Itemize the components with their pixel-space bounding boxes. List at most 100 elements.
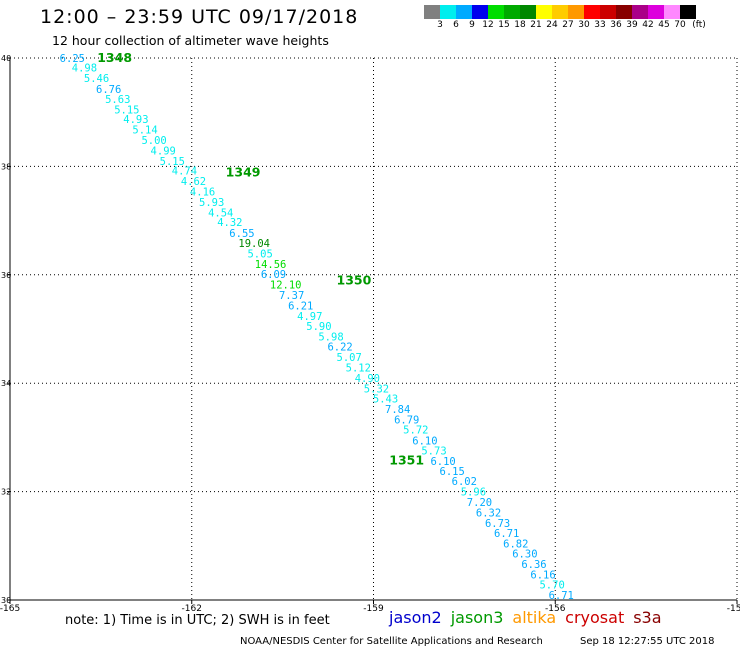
swh-value: 6.79 — [394, 414, 419, 426]
y-tick-label: 34 — [1, 379, 11, 388]
swh-value: 6.09 — [261, 269, 286, 281]
swh-value: 4.16 — [190, 187, 215, 199]
swh-value: 6.15 — [440, 466, 465, 478]
swh-value: 7.20 — [467, 497, 492, 509]
satellite-legend: jason2 jason3 altika cryosat s3a — [389, 608, 671, 627]
swh-value: 4.90 — [355, 373, 380, 385]
swh-value: 5.63 — [105, 94, 130, 106]
footer-timestamp: Sep 18 12:27:55 UTC 2018 — [580, 636, 715, 647]
swh-value: 5.70 — [539, 580, 564, 592]
legend-label: 39 — [626, 20, 638, 30]
swh-value: 5.05 — [247, 248, 272, 260]
swh-value: 7.37 — [279, 290, 304, 302]
swh-value: 6.22 — [327, 342, 352, 354]
swh-value: 5.93 — [199, 197, 224, 209]
legend-label: 18 — [514, 20, 526, 30]
satellite-s3a: s3a — [633, 608, 662, 627]
x-tick-label: -153 — [727, 604, 740, 614]
swh-value: 5.43 — [373, 394, 398, 406]
x-tick-label: -156 — [545, 604, 566, 614]
legend-label: 21 — [530, 20, 542, 30]
legend-swatch — [520, 5, 536, 19]
swh-value: 5.12 — [346, 362, 371, 374]
swh-value: 4.98 — [72, 63, 97, 75]
legend-label: (ft) — [692, 20, 706, 30]
y-tick-label: 40 — [1, 54, 11, 63]
legend-label: 24 — [546, 20, 558, 30]
swh-value: 12.10 — [270, 279, 302, 291]
legend-swatch — [680, 5, 696, 19]
swh-value: 4.93 — [123, 114, 148, 126]
swh-value: 6.10 — [430, 456, 455, 468]
legend-swatch — [440, 5, 456, 19]
color-legend — [424, 5, 696, 19]
swh-value: 5.98 — [318, 331, 343, 343]
pass-time-label: 1351 — [389, 453, 424, 468]
legend-swatch — [632, 5, 648, 19]
swh-value: 14.56 — [255, 259, 287, 271]
swh-value: 6.32 — [476, 508, 501, 520]
swh-value: 4.97 — [297, 311, 322, 323]
legend-label: 36 — [610, 20, 622, 30]
swh-value: 5.90 — [306, 321, 331, 333]
swh-value: 5.15 — [114, 104, 139, 116]
legend-swatch — [584, 5, 600, 19]
chart-subtitle: 12 hour collection of altimeter wave hei… — [52, 33, 329, 48]
satellite-jason3: jason3 — [450, 608, 504, 627]
pass-time-label: 1349 — [226, 165, 261, 180]
pass-time-label: 1348 — [97, 50, 132, 65]
satellite-jason2: jason2 — [389, 608, 442, 627]
swh-value: 4.54 — [208, 207, 233, 219]
legend-swatch — [488, 5, 504, 19]
swh-value: 5.32 — [364, 383, 389, 395]
legend-swatch — [552, 5, 568, 19]
legend-swatch — [456, 5, 472, 19]
legend-swatch — [536, 5, 552, 19]
swh-value: 7.84 — [385, 404, 410, 416]
legend-swatch — [424, 5, 440, 19]
swh-value: 6.10 — [412, 435, 437, 447]
swh-value: 4.32 — [217, 217, 242, 229]
x-tick-label: -165 — [0, 604, 20, 614]
legend-label: 6 — [453, 20, 459, 30]
swh-value: 5.14 — [132, 124, 157, 136]
legend-label: 27 — [562, 20, 574, 30]
legend-label: 33 — [594, 20, 606, 30]
note-text: note: 1) Time is in UTC; 2) SWH is in fe… — [65, 613, 330, 628]
y-tick-label: 36 — [1, 271, 11, 280]
swh-value: 19.04 — [238, 238, 270, 250]
legend-label: 70 — [674, 20, 686, 30]
swh-value: 5.72 — [403, 425, 428, 437]
legend-label: 9 — [469, 20, 475, 30]
y-tick-label: 30 — [1, 596, 11, 605]
swh-value: 5.07 — [337, 352, 362, 364]
y-tick-label: 32 — [1, 488, 11, 497]
satellite-altika: altika — [512, 608, 557, 627]
legend-swatch — [664, 5, 680, 19]
swh-value: 6.25 — [60, 53, 85, 65]
legend-label: 45 — [658, 20, 670, 30]
swh-value: 6.16 — [530, 569, 555, 581]
swh-value: 6.82 — [503, 538, 528, 550]
swh-value: 5.96 — [461, 486, 486, 498]
swh-value: 5.15 — [160, 156, 185, 168]
swh-value: 6.30 — [512, 549, 537, 561]
pass-time-label: 1350 — [337, 273, 372, 288]
legend-swatch — [472, 5, 488, 19]
x-tick-label: -162 — [182, 604, 202, 614]
satellite-cryosat: cryosat — [565, 608, 625, 627]
swh-value: 4.74 — [172, 166, 197, 178]
swh-value: 5.46 — [84, 73, 109, 85]
swh-value: 4.99 — [151, 145, 176, 157]
x-tick-label: -159 — [363, 604, 384, 614]
legend-label: 12 — [482, 20, 494, 30]
legend-label: 3 — [437, 20, 443, 30]
legend-swatch — [568, 5, 584, 19]
legend-label: 15 — [498, 20, 510, 30]
swh-value: 5.00 — [141, 135, 166, 147]
color-legend-labels: 3 6 9 12 15 18 21 24 27 30 33 36 39 42 45 70 (ft) — [424, 20, 740, 34]
swh-value: 6.76 — [96, 84, 121, 96]
y-tick-label: 38 — [1, 162, 11, 171]
swh-value: 4.62 — [181, 176, 206, 188]
